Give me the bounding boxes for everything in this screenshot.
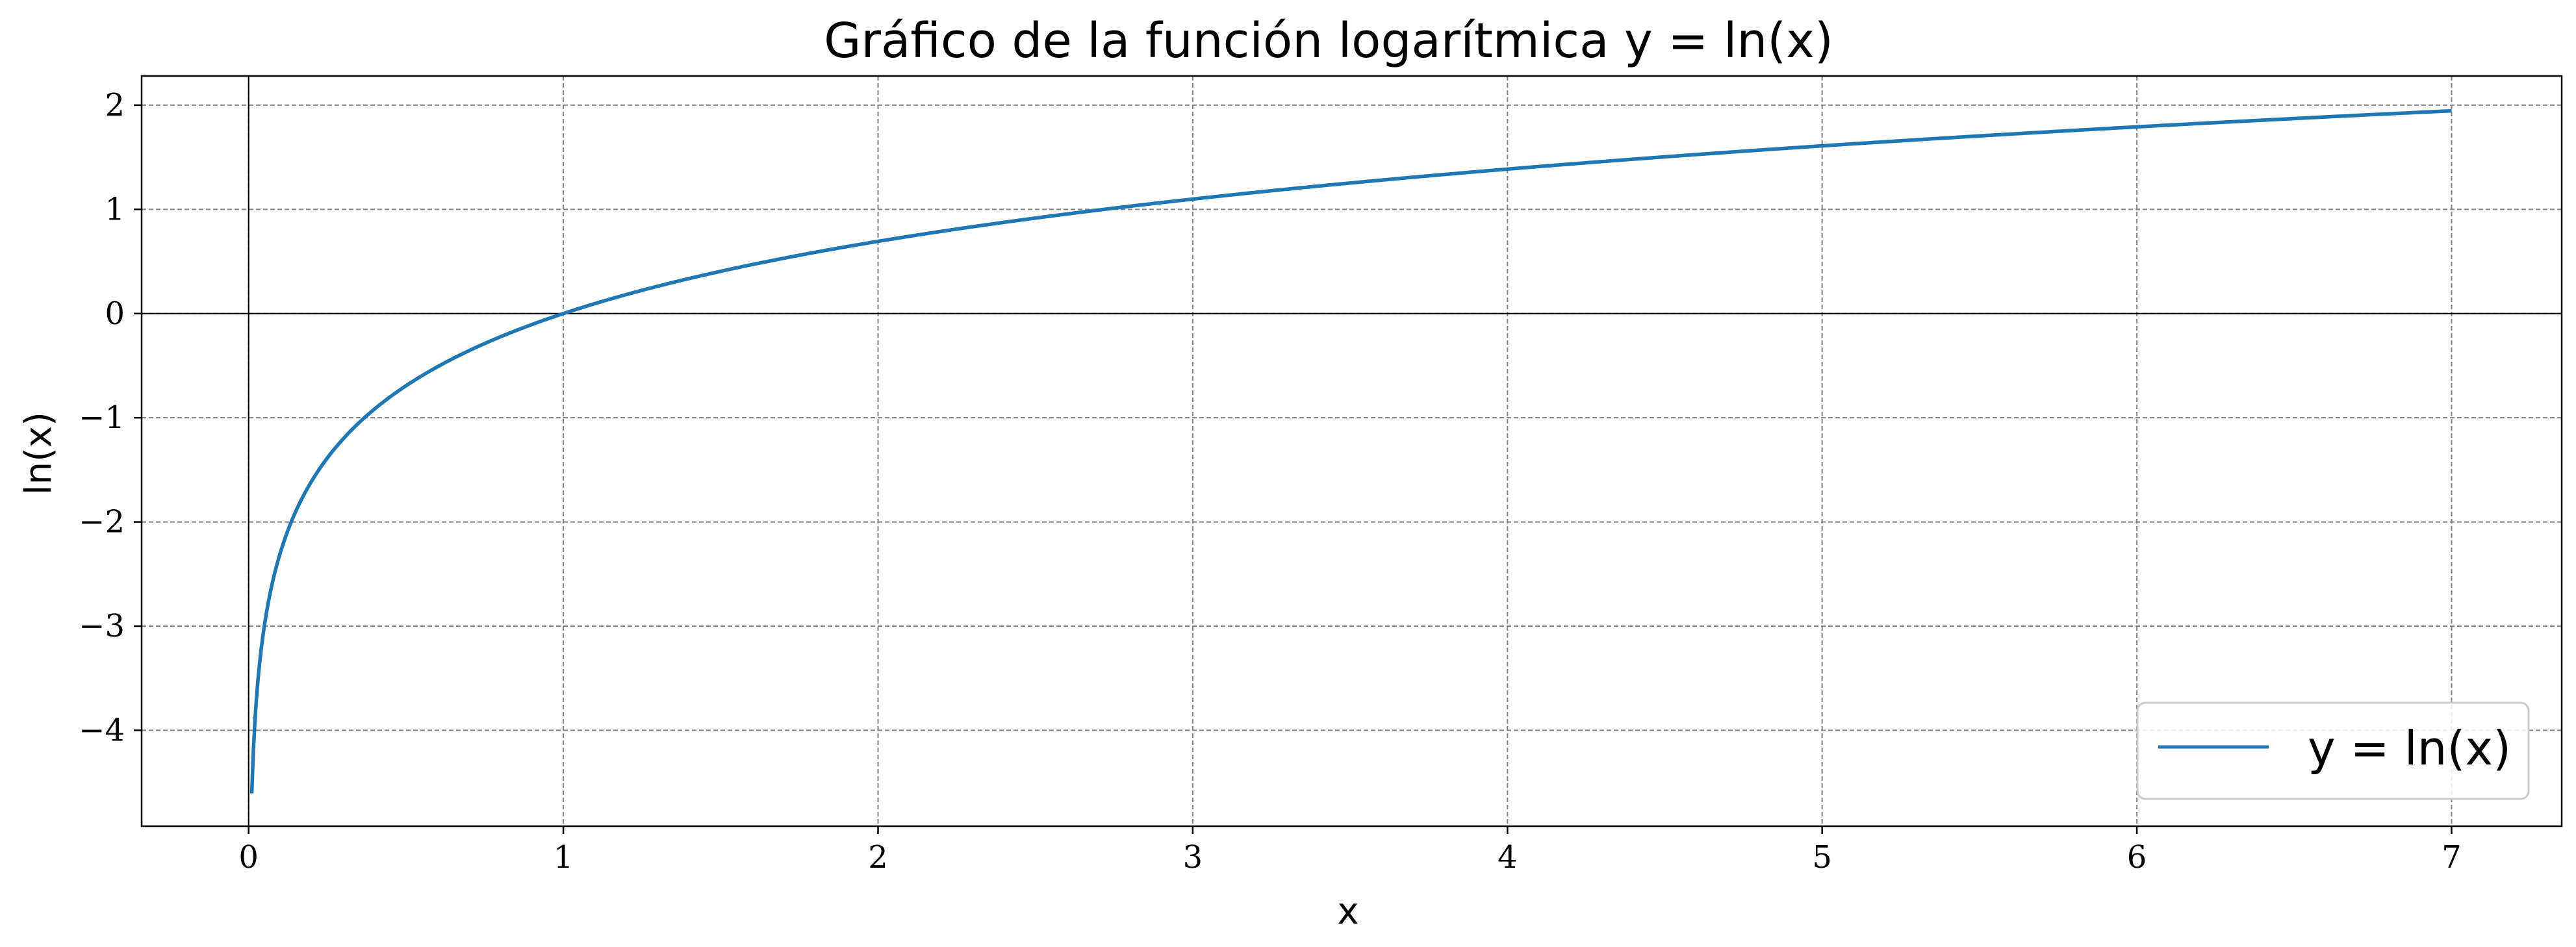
series-line-ln-x xyxy=(249,108,2452,794)
series-layer xyxy=(249,108,2452,794)
y-tick-label: 2 xyxy=(105,87,125,123)
x-tick-label: 2 xyxy=(868,839,888,876)
y-tick-label: 0 xyxy=(105,296,125,332)
x-axis-ticks: 0 1 2 3 4 5 6 7 xyxy=(238,826,2462,876)
y-tick-label: −4 xyxy=(79,712,125,748)
x-tick-label: 7 xyxy=(2442,839,2462,876)
y-tick-label: 1 xyxy=(105,191,125,227)
x-tick-label: 6 xyxy=(2127,839,2147,876)
y-tick-label: −3 xyxy=(79,608,125,644)
x-tick-label: 3 xyxy=(1183,839,1203,876)
y-axis-label: ln(x) xyxy=(18,412,60,495)
plot-frame xyxy=(140,75,2563,827)
x-tick-label: 0 xyxy=(238,839,259,876)
x-axis-label: x xyxy=(1337,890,1358,933)
legend: y = ln(x) xyxy=(2136,701,2530,800)
x-tick-label: 5 xyxy=(1812,839,1832,876)
y-tick-label: −1 xyxy=(79,399,125,436)
x-tick-label: 1 xyxy=(554,839,574,876)
x-tick-label: 4 xyxy=(1498,839,1518,876)
y-axis-ticks: 2 1 0 −1 −2 −3 −4 xyxy=(79,87,142,748)
y-tick-label: −2 xyxy=(79,504,125,540)
reference-lines xyxy=(142,76,2562,826)
legend-box xyxy=(2136,701,2530,800)
legend-label: y = ln(x) xyxy=(2308,721,2511,776)
chart-title: Gráfico de la función logarítmica y = ln… xyxy=(824,13,1833,69)
